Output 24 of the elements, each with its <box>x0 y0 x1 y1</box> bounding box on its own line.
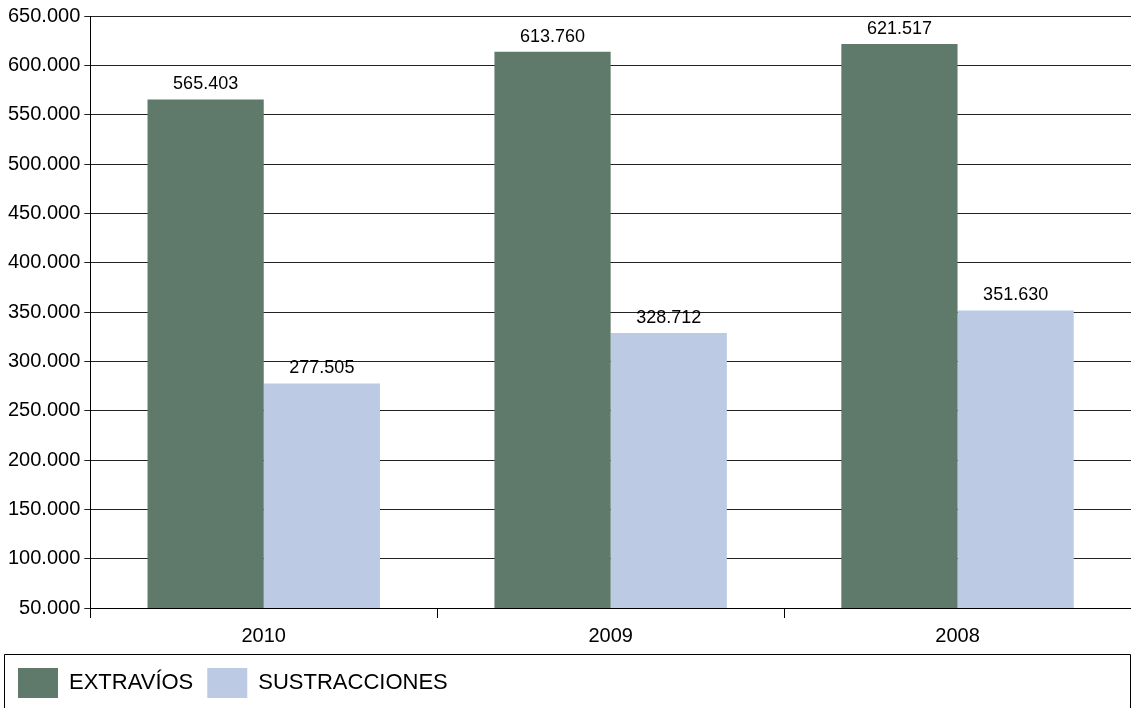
y-tick-label: 350.000 <box>8 299 81 322</box>
y-tick-label: 100.000 <box>8 546 81 569</box>
y-tick-label: 200.000 <box>8 447 81 470</box>
y-tick-label: 500.000 <box>8 151 81 174</box>
legend-label: SUSTRACCIONES <box>258 669 448 695</box>
x-tick-label: 2009 <box>588 623 633 646</box>
data-label: 565.403 <box>173 73 239 94</box>
data-label: 277.505 <box>289 357 355 378</box>
y-tick-label: 400.000 <box>8 250 81 273</box>
data-label: 351.630 <box>983 284 1049 305</box>
y-tick-label: 600.000 <box>8 52 81 75</box>
data-label: 613.760 <box>520 25 586 46</box>
y-tick-label: 650.000 <box>8 3 81 26</box>
y-tick-label: 250.000 <box>8 398 81 421</box>
y-tick-label: 550.000 <box>8 102 81 125</box>
y-tick-label: 300.000 <box>8 348 81 371</box>
x-tick-label: 2008 <box>935 623 980 646</box>
legend-label: EXTRAVÍOS <box>69 669 194 695</box>
y-tick-label: 450.000 <box>8 200 81 223</box>
data-label: 328.712 <box>636 306 702 327</box>
y-tick-label: 50.000 <box>19 595 81 618</box>
data-label: 621.517 <box>866 18 932 39</box>
y-tick-label: 150.000 <box>8 496 81 519</box>
x-tick-label: 2010 <box>241 623 286 646</box>
